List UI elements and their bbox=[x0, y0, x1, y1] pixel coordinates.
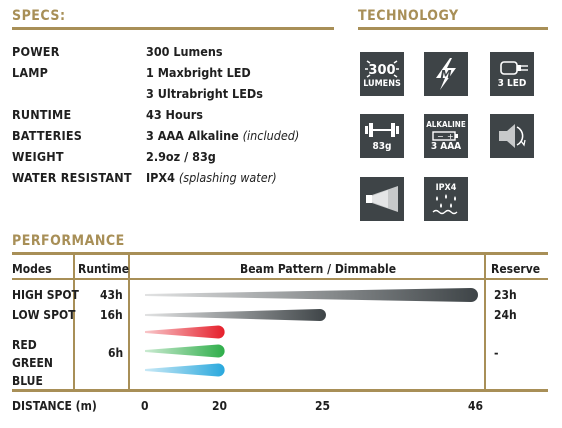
spec-value-water-text: IPX4 bbox=[146, 170, 175, 185]
column-header-runtime: Runtime bbox=[78, 262, 130, 276]
svg-text:−: − bbox=[437, 132, 444, 141]
spec-label-runtime: RUNTIME bbox=[12, 107, 72, 122]
beam-low-spot bbox=[145, 309, 326, 321]
column-divider-1 bbox=[73, 255, 75, 389]
beam-icon bbox=[360, 177, 404, 221]
beam-red bbox=[145, 325, 225, 339]
specs-rule bbox=[12, 27, 334, 30]
runtime-low-spot: 16h bbox=[100, 308, 123, 322]
column-header-modes: Modes bbox=[12, 262, 52, 276]
column-header-beam: Beam Pattern / Dimmable bbox=[240, 262, 397, 276]
svg-text:+: + bbox=[447, 132, 454, 141]
distance-tick-25: 25 bbox=[315, 399, 331, 413]
battery-count-label: 3 AAA bbox=[430, 141, 462, 152]
spec-label-power: POWER bbox=[12, 44, 60, 59]
maxbright-letter: M bbox=[441, 68, 452, 81]
spec-label-lamp: LAMP bbox=[12, 65, 49, 80]
distance-tick-0: 0 bbox=[141, 399, 149, 413]
spec-value-batteries-text: 3 AAA Alkaline bbox=[146, 128, 239, 143]
battery-type-label: ALKALINE bbox=[426, 120, 466, 129]
led-label: 3 LED bbox=[497, 78, 527, 89]
mode-low-spot: LOW SPOT bbox=[12, 308, 76, 322]
weight-icon: 83g bbox=[360, 114, 404, 158]
maxbright-icon: M bbox=[424, 52, 468, 96]
technology-rule bbox=[358, 27, 548, 30]
lumens-label: LUMENS bbox=[363, 79, 401, 89]
beam-high-spot bbox=[145, 288, 478, 302]
spec-value-lamp: 1 Maxbright LED bbox=[146, 65, 251, 80]
performance-rule-top bbox=[12, 252, 548, 255]
spec-value-water: IPX4 (splashing water) bbox=[146, 170, 277, 185]
reserve-high-spot: 23h bbox=[494, 288, 517, 302]
spec-note-water: (splashing water) bbox=[178, 170, 277, 185]
reserve-rgb: - bbox=[494, 346, 499, 360]
performance-heading: PERFORMANCE bbox=[12, 233, 125, 249]
runtime-rgb: 6h bbox=[108, 346, 124, 360]
spec-value-lamp-2: 3 Ultrabright LEDs bbox=[146, 86, 263, 101]
lumens-value: 300 bbox=[368, 63, 395, 78]
beam-green bbox=[145, 344, 225, 358]
ipx4-icon: IPX4 bbox=[424, 177, 468, 221]
spec-value-batteries: 3 AAA Alkaline (included) bbox=[146, 128, 299, 143]
battery-icon: ALKALINE − + 3 AAA bbox=[424, 114, 468, 158]
lumens-icon: 300 LUMENS bbox=[360, 52, 404, 96]
beam-blue bbox=[145, 363, 225, 377]
column-header-reserve: Reserve bbox=[491, 262, 541, 276]
ipx4-label: IPX4 bbox=[435, 183, 457, 193]
mode-rgb: RED GREEN BLUE bbox=[12, 338, 53, 388]
performance-rule-bottom bbox=[12, 389, 548, 392]
spec-note-batteries: (included) bbox=[242, 128, 300, 143]
column-divider-2 bbox=[128, 255, 130, 389]
spec-value-runtime: 43 Hours bbox=[146, 107, 203, 122]
distance-label: DISTANCE (m) bbox=[12, 399, 97, 413]
spec-label-weight: WEIGHT bbox=[12, 149, 64, 164]
spec-value-power: 300 Lumens bbox=[146, 44, 223, 59]
mode-high-spot: HIGH SPOT bbox=[12, 288, 79, 302]
performance-rule-header bbox=[12, 278, 548, 280]
spec-value-weight: 2.9oz / 83g bbox=[146, 149, 216, 164]
reserve-low-spot: 24h bbox=[494, 308, 517, 322]
dimmable-icon bbox=[490, 114, 534, 158]
runtime-high-spot: 43h bbox=[100, 288, 123, 302]
technology-heading: TECHNOLOGY bbox=[358, 8, 459, 24]
distance-tick-46: 46 bbox=[468, 399, 484, 413]
distance-tick-20: 20 bbox=[212, 399, 228, 413]
column-divider-3 bbox=[484, 255, 486, 389]
spec-label-water: WATER RESISTANT bbox=[12, 170, 132, 185]
led-icon: 3 LED bbox=[490, 52, 534, 96]
weight-label: 83g bbox=[372, 140, 392, 152]
spec-label-batteries: BATTERIES bbox=[12, 128, 83, 143]
specs-heading: SPECS: bbox=[12, 8, 66, 24]
